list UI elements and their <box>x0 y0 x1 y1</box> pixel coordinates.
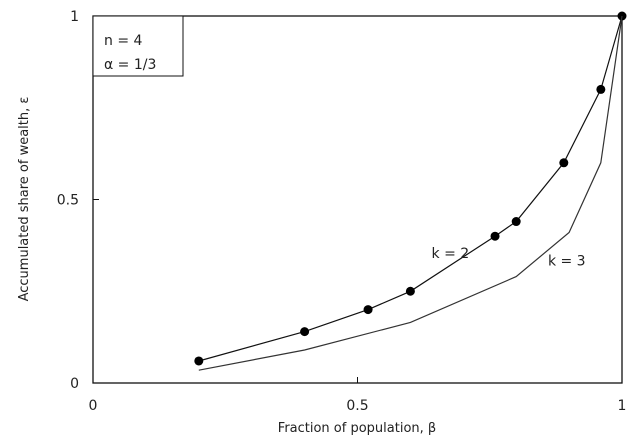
x-tick-label: 0 <box>89 398 98 414</box>
series-labels-layer: k = 2 k = 3 <box>432 246 586 269</box>
x-tick-label: 0.5 <box>346 398 368 414</box>
series-line-k-3 <box>198 15 623 371</box>
data-point-k-2 <box>596 84 606 94</box>
annotation-box <box>92 15 184 77</box>
y-axis-title: Accumulated share of wealth, ε <box>17 97 32 302</box>
data-point-k-2 <box>490 231 500 241</box>
annotation-alpha: α = 1/3 <box>104 57 156 73</box>
x-tick-label: 1 <box>618 398 627 414</box>
data-point-k-2 <box>300 327 310 337</box>
data-point-k-2 <box>194 356 204 366</box>
y-tick-label: 0.5 <box>57 193 79 209</box>
y-tick-label: 1 <box>70 9 79 25</box>
data-point-k-2 <box>559 158 569 168</box>
series-layer <box>194 11 627 371</box>
data-point-k-2 <box>363 305 373 315</box>
annotation-n: n = 4 <box>104 33 143 49</box>
series-line-k-2 <box>198 15 623 362</box>
data-point-k-2 <box>511 217 521 227</box>
series-label: k = 3 <box>548 254 586 270</box>
series-label: k = 2 <box>432 246 470 262</box>
x-axis-title: Fraction of population, β <box>278 421 436 436</box>
y-tick-label: 0 <box>70 376 79 392</box>
ticks-layer: 0 0.5 1 0 0.5 1 <box>57 9 627 414</box>
data-point-k-2 <box>405 286 415 296</box>
